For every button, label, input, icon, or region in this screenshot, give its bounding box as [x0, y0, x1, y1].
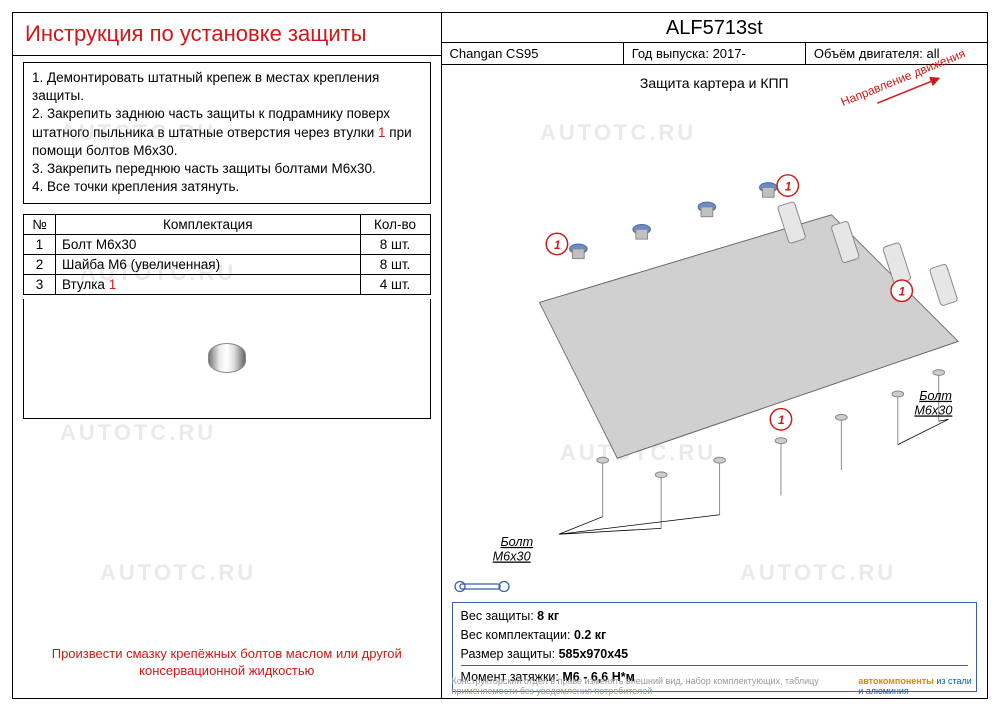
- title-section: Инструкция по установке защиты: [13, 13, 441, 56]
- document-frame: Инструкция по установке защиты 1. Демонт…: [12, 12, 988, 699]
- instruction-step: 3. Закрепить переднюю часть защиты болта…: [32, 160, 422, 178]
- col-num: №: [24, 214, 56, 234]
- instructions-box: 1. Демонтировать штатный крепеж в местах…: [23, 62, 431, 204]
- diagram-area: 1 1 1 1 Болт: [442, 95, 987, 578]
- table-header-row: № Комплектация Кол-во: [24, 214, 431, 234]
- svg-text:1: 1: [784, 180, 791, 193]
- spec-row: Changan CS95 Год выпуска: 2017- Объём дв…: [442, 42, 987, 64]
- disclaimer: Конструкторский отдел в праве изменять в…: [452, 676, 859, 696]
- wrench-icon: [454, 578, 514, 596]
- main-title: Инструкция по установке защиты: [25, 21, 429, 47]
- instruction-step: 1. Демонтировать штатный крепеж в местах…: [32, 69, 422, 105]
- parts-table: № Комплектация Кол-во 1 Болт М6х30 8 шт.…: [23, 214, 431, 295]
- lubrication-note: Произвести смазку крепёжных болтов масло…: [25, 646, 429, 680]
- svg-text:М6х30: М6х30: [914, 403, 952, 417]
- left-column: Инструкция по установке защиты 1. Демонт…: [13, 13, 442, 698]
- bushing-icon: [208, 343, 246, 373]
- col-name: Комплектация: [56, 214, 361, 234]
- brand-footer: Конструкторский отдел в праве изменять в…: [452, 676, 977, 696]
- spec-weight: Вес защиты: 8 кг: [461, 607, 968, 626]
- year-cell: Год выпуска: 2017-: [624, 43, 806, 64]
- svg-text:1: 1: [778, 414, 785, 427]
- brand-tagline: автокомпоненты из стали и алюминия: [858, 676, 977, 696]
- table-row: 1 Болт М6х30 8 шт.: [24, 234, 431, 254]
- instruction-step: 4. Все точки крепления затянуть.: [32, 178, 422, 196]
- bushing-illustration: [23, 299, 431, 419]
- part-number: ALF5713st: [442, 13, 987, 42]
- table-row: 3 Втулка 1 4 шт.: [24, 274, 431, 294]
- svg-text:М6х30: М6х30: [492, 550, 530, 564]
- vehicle-cell: Changan CS95: [442, 43, 624, 64]
- col-qty: Кол-во: [360, 214, 430, 234]
- bolt-label-right: Болт: [919, 389, 952, 403]
- spec-size: Размер защиты: 585х970х45: [461, 645, 968, 664]
- header-block: ALF5713st Changan CS95 Год выпуска: 2017…: [442, 13, 987, 65]
- skid-plate-diagram: 1 1 1 1 Болт: [442, 95, 987, 578]
- svg-text:1: 1: [898, 286, 905, 299]
- svg-text:1: 1: [554, 239, 561, 252]
- bolt-label-left: Болт: [500, 535, 533, 549]
- table-row: 2 Шайба М6 (увеличенная) 8 шт.: [24, 254, 431, 274]
- instruction-step: 2. Закрепить заднюю часть защиты к подра…: [32, 105, 422, 160]
- right-column: ALF5713st Changan CS95 Год выпуска: 2017…: [442, 13, 987, 698]
- spec-kit-weight: Вес комплектации: 0.2 кг: [461, 626, 968, 645]
